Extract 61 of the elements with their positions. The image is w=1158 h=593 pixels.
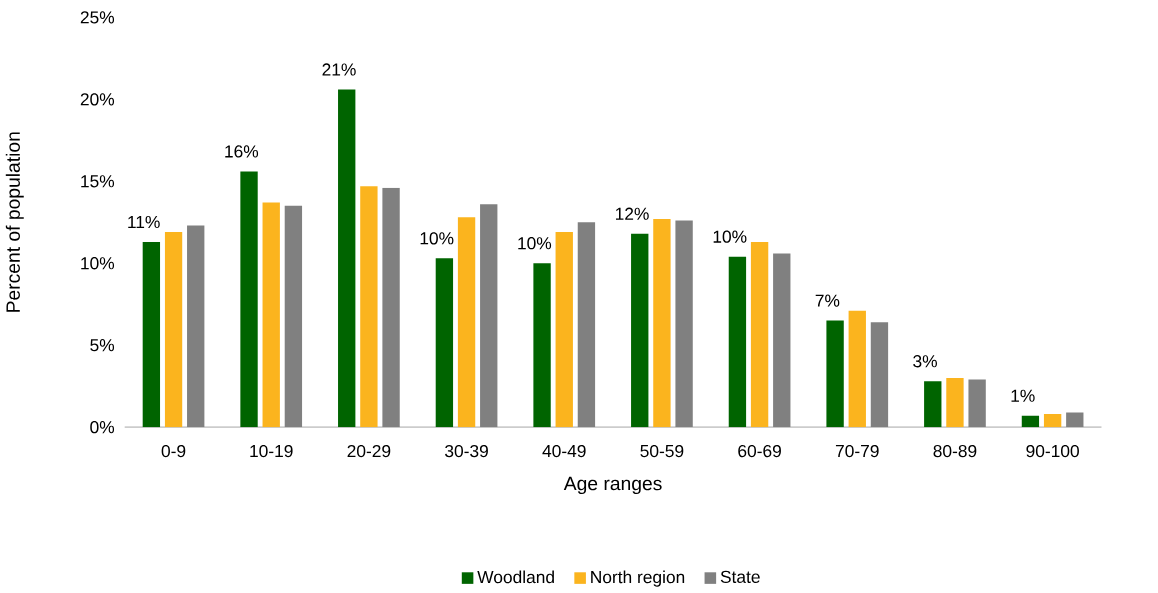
y-tick-label: 5%	[90, 338, 115, 352]
y-tick-label: 15%	[81, 174, 115, 188]
bar	[338, 89, 356, 427]
bar	[240, 171, 258, 427]
data-label: 3%	[913, 354, 937, 368]
bar	[728, 256, 747, 427]
x-tick-label: 50-59	[640, 444, 684, 458]
y-tick-label: 25%	[80, 11, 115, 24]
bar	[555, 231, 573, 427]
bar	[750, 241, 769, 427]
bar	[577, 222, 596, 427]
data-label: 11%	[128, 215, 160, 228]
bar	[435, 258, 454, 427]
data-label: 10%	[420, 231, 454, 245]
bar	[142, 241, 161, 427]
y-tick-label: 20%	[80, 92, 115, 106]
bar	[164, 231, 183, 427]
bar	[848, 310, 866, 427]
data-label: 12%	[615, 207, 649, 220]
legend-label: North region	[591, 570, 685, 587]
bar	[631, 233, 649, 427]
bar	[533, 263, 551, 427]
y-tick-label: 10%	[81, 256, 115, 270]
bar	[457, 217, 476, 427]
bar	[382, 187, 400, 427]
bar	[1043, 413, 1062, 427]
x-tick-label: 60-69	[738, 444, 781, 458]
bar	[968, 379, 986, 427]
bar	[675, 220, 693, 427]
legend-label: Woodland	[477, 570, 554, 584]
x-axis-title: Age ranges	[563, 476, 662, 494]
x-tick-label: 0-9	[161, 444, 186, 458]
bar	[826, 320, 844, 427]
bar	[360, 186, 378, 427]
data-label: 1%	[1011, 389, 1035, 402]
data-label: 16%	[225, 145, 259, 158]
y-axis-title: Percent of population	[5, 132, 24, 312]
bar	[924, 381, 942, 427]
data-label: 7%	[815, 294, 840, 307]
y-tick-label: 0%	[90, 420, 115, 434]
bar	[187, 225, 205, 427]
bar	[1066, 412, 1084, 427]
bar	[480, 204, 498, 427]
bar	[262, 202, 280, 427]
data-label: 10%	[518, 236, 552, 250]
x-tick-label: 30-39	[445, 444, 488, 458]
legend-label: State	[720, 570, 760, 583]
x-tick-label: 70-79	[835, 444, 879, 458]
x-tick-label: 10-19	[250, 444, 293, 458]
x-tick-label: 90-100	[1026, 444, 1079, 458]
x-tick-label: 80-89	[933, 444, 977, 458]
bar	[653, 218, 671, 427]
x-tick-label: 40-49	[542, 444, 586, 458]
bar	[284, 205, 303, 427]
bar	[1021, 415, 1040, 427]
data-label: 10%	[713, 230, 747, 243]
x-tick-label: 20-29	[347, 444, 391, 458]
data-label: 21%	[322, 63, 356, 76]
bar	[870, 322, 889, 427]
bar	[946, 377, 964, 427]
bar	[773, 253, 791, 427]
